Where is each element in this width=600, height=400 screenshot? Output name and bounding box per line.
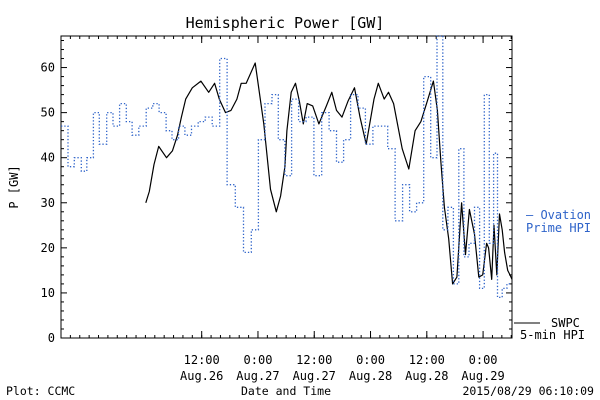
x-tick-label-time: 0:00 xyxy=(469,353,498,367)
legend-swpc-label-2: 5-min HPI xyxy=(520,328,585,342)
x-tick-label-date: Aug.27 xyxy=(236,369,279,383)
y-tick-label: 0 xyxy=(48,331,55,345)
y-axis: 0 10 20 30 40 50 60 xyxy=(41,40,512,345)
x-tick-label-time: 12:00 xyxy=(409,353,445,367)
legend-ovation-label-1: — Ovation xyxy=(526,208,591,222)
x-tick-label-time: 0:00 xyxy=(356,353,385,367)
footer-plot-credit: Plot: CCMC xyxy=(6,384,75,398)
y-tick-label: 30 xyxy=(41,196,55,210)
x-tick-label-date: Aug.28 xyxy=(349,369,392,383)
x-tick-label-date: Aug.26 xyxy=(180,369,223,383)
x-tick-label-date: Aug.28 xyxy=(405,369,448,383)
footer-timestamp: 2015/08/29 06:10:09 xyxy=(462,384,594,398)
legend-swpc-label-1: SWPC xyxy=(551,316,580,330)
y-tick-label: 10 xyxy=(41,286,55,300)
legend-ovation-label-2: Prime HPI xyxy=(526,221,591,235)
y-tick-label: 50 xyxy=(41,106,55,120)
x-tick-label-date: Aug.27 xyxy=(293,369,336,383)
series-layer xyxy=(61,35,513,299)
y-tick-label: 20 xyxy=(41,241,55,255)
x-tick-label-date: Aug.29 xyxy=(461,369,504,383)
plot-frame xyxy=(60,35,513,339)
y-tick-label: 40 xyxy=(41,151,55,165)
x-axis-label: Date and Time xyxy=(241,384,331,398)
series-swpc-hpi-line xyxy=(145,62,513,285)
x-tick-label-time: 0:00 xyxy=(244,353,273,367)
x-axis: 12:00 Aug.26 0:00 Aug.27 12:00 Aug.27 0:00 Aug.… xyxy=(69,36,512,383)
series-ovation-prime-line xyxy=(61,35,512,299)
chart-title: Hemispheric Power [GW] xyxy=(186,14,385,32)
x-tick-label-time: 12:00 xyxy=(296,353,332,367)
plot-area xyxy=(60,35,513,339)
y-axis-label: P [GW] xyxy=(7,165,21,208)
x-tick-label-time: 12:00 xyxy=(184,353,220,367)
y-tick-label: 60 xyxy=(41,61,55,75)
